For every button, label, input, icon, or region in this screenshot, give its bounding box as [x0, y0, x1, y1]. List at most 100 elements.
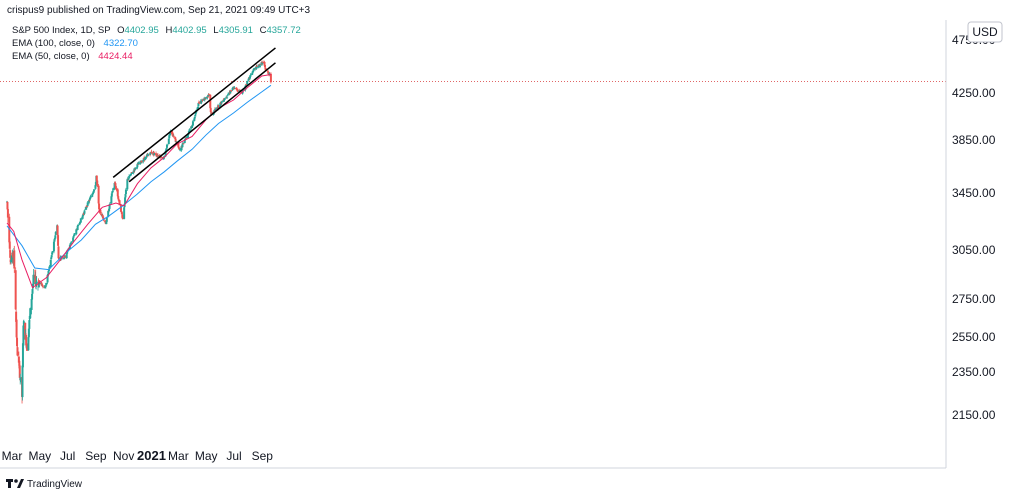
- candle-body: [76, 225, 79, 230]
- candle-body: [168, 135, 171, 139]
- candle-body: [231, 87, 234, 91]
- candle-body: [198, 102, 201, 104]
- candle-body: [70, 242, 73, 244]
- candle-body: [24, 322, 27, 340]
- time-tick-label: Jul: [60, 449, 75, 463]
- candle-body: [99, 210, 102, 214]
- candle-body: [46, 274, 49, 283]
- candle-body: [244, 84, 247, 86]
- candle-body: [226, 95, 229, 96]
- tradingview-logo-icon: [6, 479, 24, 488]
- candle-body: [135, 167, 138, 169]
- candle-body: [127, 178, 130, 180]
- candle-body: [235, 88, 238, 90]
- candle-body: [194, 114, 197, 117]
- candle-body: [69, 243, 72, 245]
- candle-body: [80, 218, 83, 220]
- candle-body: [209, 94, 212, 109]
- candle-body: [136, 164, 139, 168]
- tradingview-brand: TradingView: [27, 479, 83, 490]
- candle-body: [180, 145, 183, 151]
- candle-body: [174, 137, 177, 140]
- legend-symbol-row: S&P 500 Index, 1D, SP O4402.95 H4402.95 …: [12, 25, 301, 36]
- candle-body: [34, 276, 37, 286]
- candle-body: [140, 161, 143, 164]
- candle-body: [137, 164, 140, 165]
- candle-body: [103, 220, 106, 222]
- candle-body: [119, 204, 122, 212]
- candle-body: [83, 210, 86, 214]
- candle-body: [236, 89, 239, 91]
- legend-close-value: 4357.72: [266, 25, 300, 36]
- candle-body: [51, 251, 54, 253]
- legend-ema100-row: EMA (100, close, 0) 4322.70: [12, 38, 138, 49]
- candle-body: [21, 365, 24, 398]
- candle-body: [196, 106, 199, 109]
- candle-body: [187, 131, 190, 133]
- ema100-line: [6, 84, 272, 271]
- candle-body: [124, 189, 127, 195]
- candle-body: [31, 293, 34, 300]
- candle-body: [174, 138, 177, 142]
- candle-body: [207, 94, 210, 95]
- candle-body: [197, 103, 200, 107]
- currency-badge[interactable]: [967, 21, 1003, 43]
- price-tick-label: 3450.00: [952, 186, 996, 200]
- price-tick-label: 2750.00: [952, 292, 996, 306]
- candle-body: [91, 193, 94, 195]
- candle-body: [89, 196, 92, 199]
- time-tick-label: Nov: [113, 449, 134, 463]
- candle-body: [31, 289, 34, 294]
- candle-body: [15, 319, 18, 338]
- candle-body: [267, 71, 270, 74]
- candle-body: [177, 147, 180, 149]
- trendline-upper[interactable]: [112, 47, 276, 178]
- candle-body: [203, 98, 206, 100]
- candle-body: [257, 66, 260, 68]
- candle-body: [93, 189, 96, 192]
- candle-body: [228, 92, 231, 95]
- candle-body: [48, 266, 51, 270]
- candle-body: [229, 90, 232, 93]
- trendline-lower[interactable]: [128, 62, 276, 183]
- candle-body: [35, 282, 38, 285]
- candle-body: [54, 235, 57, 239]
- candle-body: [222, 100, 225, 102]
- candle-body: [88, 197, 91, 200]
- legend-ema100-label: EMA (100, close, 0): [12, 38, 95, 49]
- candle-body: [236, 90, 239, 92]
- candle-body: [105, 221, 108, 225]
- candle-body: [72, 237, 75, 242]
- candle-body: [252, 70, 255, 72]
- candle-body: [169, 133, 172, 135]
- time-axis[interactable]: Mar May Jul Sep Nov 2021 Mar May Jul Sep: [2, 448, 274, 463]
- candle-body: [229, 92, 232, 94]
- candle-body: [47, 269, 50, 272]
- candle-body: [86, 202, 89, 206]
- price-tick-label: 2550.00: [952, 330, 996, 344]
- candle-body: [255, 66, 258, 70]
- candle-body: [167, 138, 170, 145]
- legend-ema50-label: EMA (50, close, 0): [12, 51, 90, 62]
- candle-body: [194, 112, 197, 115]
- candle-body: [246, 81, 249, 85]
- candle-body: [204, 97, 207, 99]
- price-axis[interactable]: 4250.00 3850.00 3450.00 3050.00 2750.00 2550.…: [952, 33, 996, 422]
- candle-body: [35, 281, 38, 283]
- candle-body: [40, 282, 43, 286]
- candle-body: [258, 65, 261, 67]
- candle-body: [182, 143, 185, 145]
- price-tick-label: 3850.00: [952, 133, 996, 147]
- legend-low-label: L: [213, 25, 218, 36]
- candle-body: [255, 66, 258, 67]
- candle-body: [116, 189, 119, 197]
- candle-body: [251, 71, 254, 74]
- candle-body: [263, 61, 266, 66]
- candle-body: [18, 360, 21, 366]
- candle-body: [186, 134, 189, 138]
- candle-body: [78, 223, 81, 224]
- candle-body: [63, 257, 66, 259]
- ema-lines: [6, 74, 272, 289]
- candle-body: [196, 107, 199, 111]
- candle-body: [249, 74, 252, 77]
